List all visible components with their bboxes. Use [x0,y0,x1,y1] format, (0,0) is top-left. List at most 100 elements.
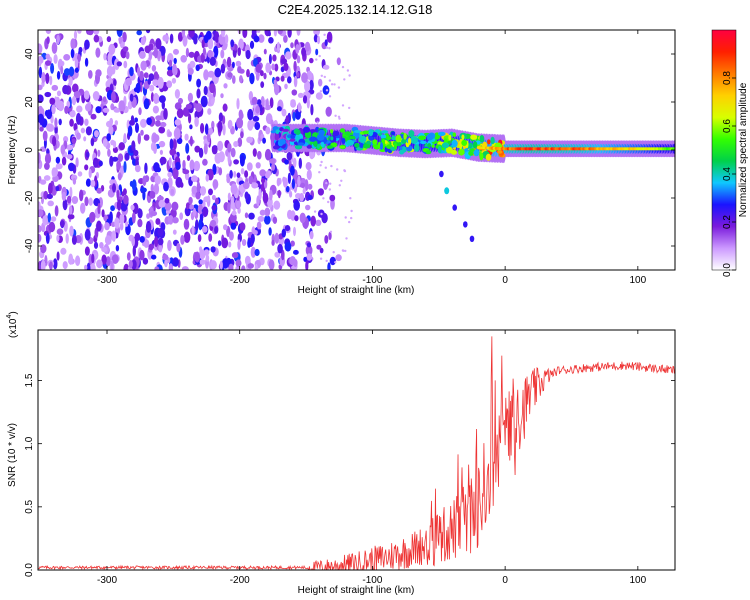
noise-blob [272,54,277,62]
noise-blob [52,136,57,147]
noise-blob [69,225,74,237]
branch-blob [439,170,444,178]
noise-blob [322,197,325,200]
noise-blob [164,259,168,268]
noise-blob [68,76,73,86]
noise-blob [140,60,147,71]
noise-blob [236,172,241,178]
noise-blob [207,38,214,50]
noise-blob [63,136,69,143]
colorbar-tick-label: 0.2 [722,215,733,229]
noise-blob [321,212,328,224]
noise-blob [302,95,308,104]
noise-blob [327,262,331,270]
noise-blob [73,123,78,132]
signal-blob [393,142,398,150]
noise-blob [299,192,305,202]
colorbar-gradient [711,29,737,271]
noise-blob [250,246,256,258]
noise-blob [232,75,236,84]
noise-blob [256,221,262,230]
signal-blob [289,138,296,142]
noise-blob [315,58,318,61]
noise-blob [207,108,212,115]
noise-blob [149,84,155,92]
noise-blob [93,34,100,43]
noise-blob [134,164,141,173]
noise-blob [240,168,245,175]
noise-blob [163,181,169,192]
noise-blob [273,200,281,210]
noise-blob [103,214,109,222]
noise-blob [221,237,229,249]
noise-blob [167,257,171,264]
noise-blob [88,70,93,79]
noise-blob [45,60,52,66]
noise-blob [217,140,224,152]
noise-blob [139,50,146,59]
noise-blob [157,77,164,89]
noise-blob [110,205,115,212]
noise-blob [61,191,67,201]
noise-blob [348,106,351,110]
signal-blob [459,143,463,150]
y-tick-label: 40 [24,48,35,60]
noise-blob [209,83,216,94]
colorbar-tick-label: 0.4 [722,167,733,181]
noise-blob [197,204,203,215]
noise-blob [320,160,323,164]
noise-blob [54,117,58,128]
noise-blob [76,105,83,113]
noise-blob [180,234,185,245]
signal-blob [295,129,301,135]
noise-blob [172,167,179,180]
noise-blob [97,202,101,215]
noise-blob [139,70,144,81]
noise-blob [192,207,197,217]
noise-blob [46,193,53,200]
noise-blob [185,103,193,110]
noise-blob [201,39,205,49]
noise-blob [287,172,291,184]
noise-blob [307,183,313,190]
signal-blob [309,129,317,133]
signal-blob [399,146,403,151]
noise-blob [125,51,130,60]
noise-blob [296,30,301,36]
noise-blob [166,80,173,88]
noise-blob [137,208,143,219]
noise-blob [203,34,209,44]
noise-blob [54,124,58,135]
noise-blob [335,254,342,262]
noise-blob [239,222,246,231]
noise-blob [155,218,161,225]
noise-blob [91,253,95,264]
noise-blob [267,31,271,37]
noise-blob [263,48,267,55]
noise-blob [300,182,306,188]
noise-blob [200,95,208,108]
noise-blob [109,117,114,126]
noise-blob [116,30,123,37]
noise-blob [185,47,189,58]
noise-blob [80,202,86,214]
noise-blob [211,205,217,211]
branch-blob [469,235,475,242]
noise-blob [250,233,255,244]
noise-blob [123,133,127,144]
x-tick-label: 100 [629,275,646,286]
noise-blob [328,79,332,82]
x-tick-label: -100 [362,575,382,586]
noise-blob [111,230,117,242]
noise-blob [296,72,300,78]
noise-blob [167,215,174,225]
noise-blob [146,30,151,34]
noise-blob [131,212,136,224]
noise-blob [103,53,107,61]
signal-blob [348,135,356,140]
noise-blob [193,160,201,172]
noise-blob [274,83,280,96]
signal-blob [326,145,334,149]
signal-blob [468,142,473,148]
signal-blob [469,148,475,152]
